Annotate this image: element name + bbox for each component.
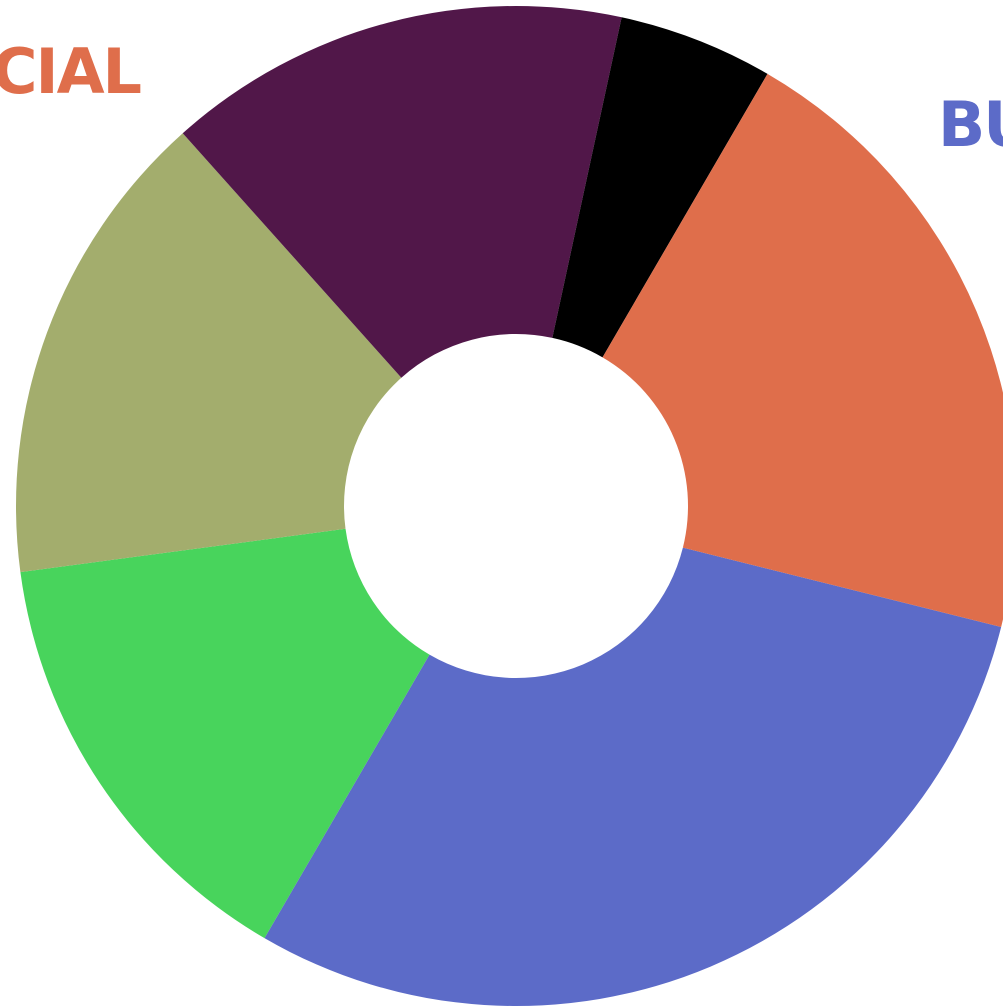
donut-slice-1 [264, 547, 1002, 1006]
donut-slices [15, 5, 1003, 1006]
donut-slice-4 [182, 5, 622, 378]
donut-slice-6 [602, 73, 1003, 627]
slice-label-6: CIAL [0, 35, 141, 108]
donut-slice-5 [552, 17, 768, 358]
donut-slice-3 [15, 133, 402, 573]
slice-labels: BU CIAL [0, 35, 1003, 161]
slice-label-1: BU [938, 88, 1003, 161]
donut-slice-2 [20, 528, 430, 939]
